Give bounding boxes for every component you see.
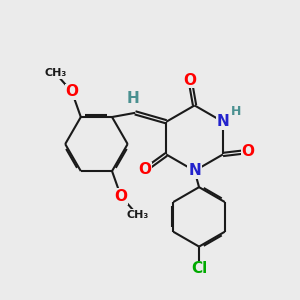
Text: N: N — [188, 163, 201, 178]
Text: O: O — [184, 73, 196, 88]
Text: H: H — [126, 91, 139, 106]
Text: O: O — [242, 144, 255, 159]
Text: O: O — [65, 84, 78, 99]
Text: CH₃: CH₃ — [44, 68, 67, 78]
Text: O: O — [114, 189, 128, 204]
Text: N: N — [217, 114, 229, 129]
Text: CH₃: CH₃ — [126, 210, 148, 220]
Text: H: H — [231, 105, 242, 118]
Text: O: O — [138, 162, 152, 177]
Text: Cl: Cl — [191, 261, 207, 276]
